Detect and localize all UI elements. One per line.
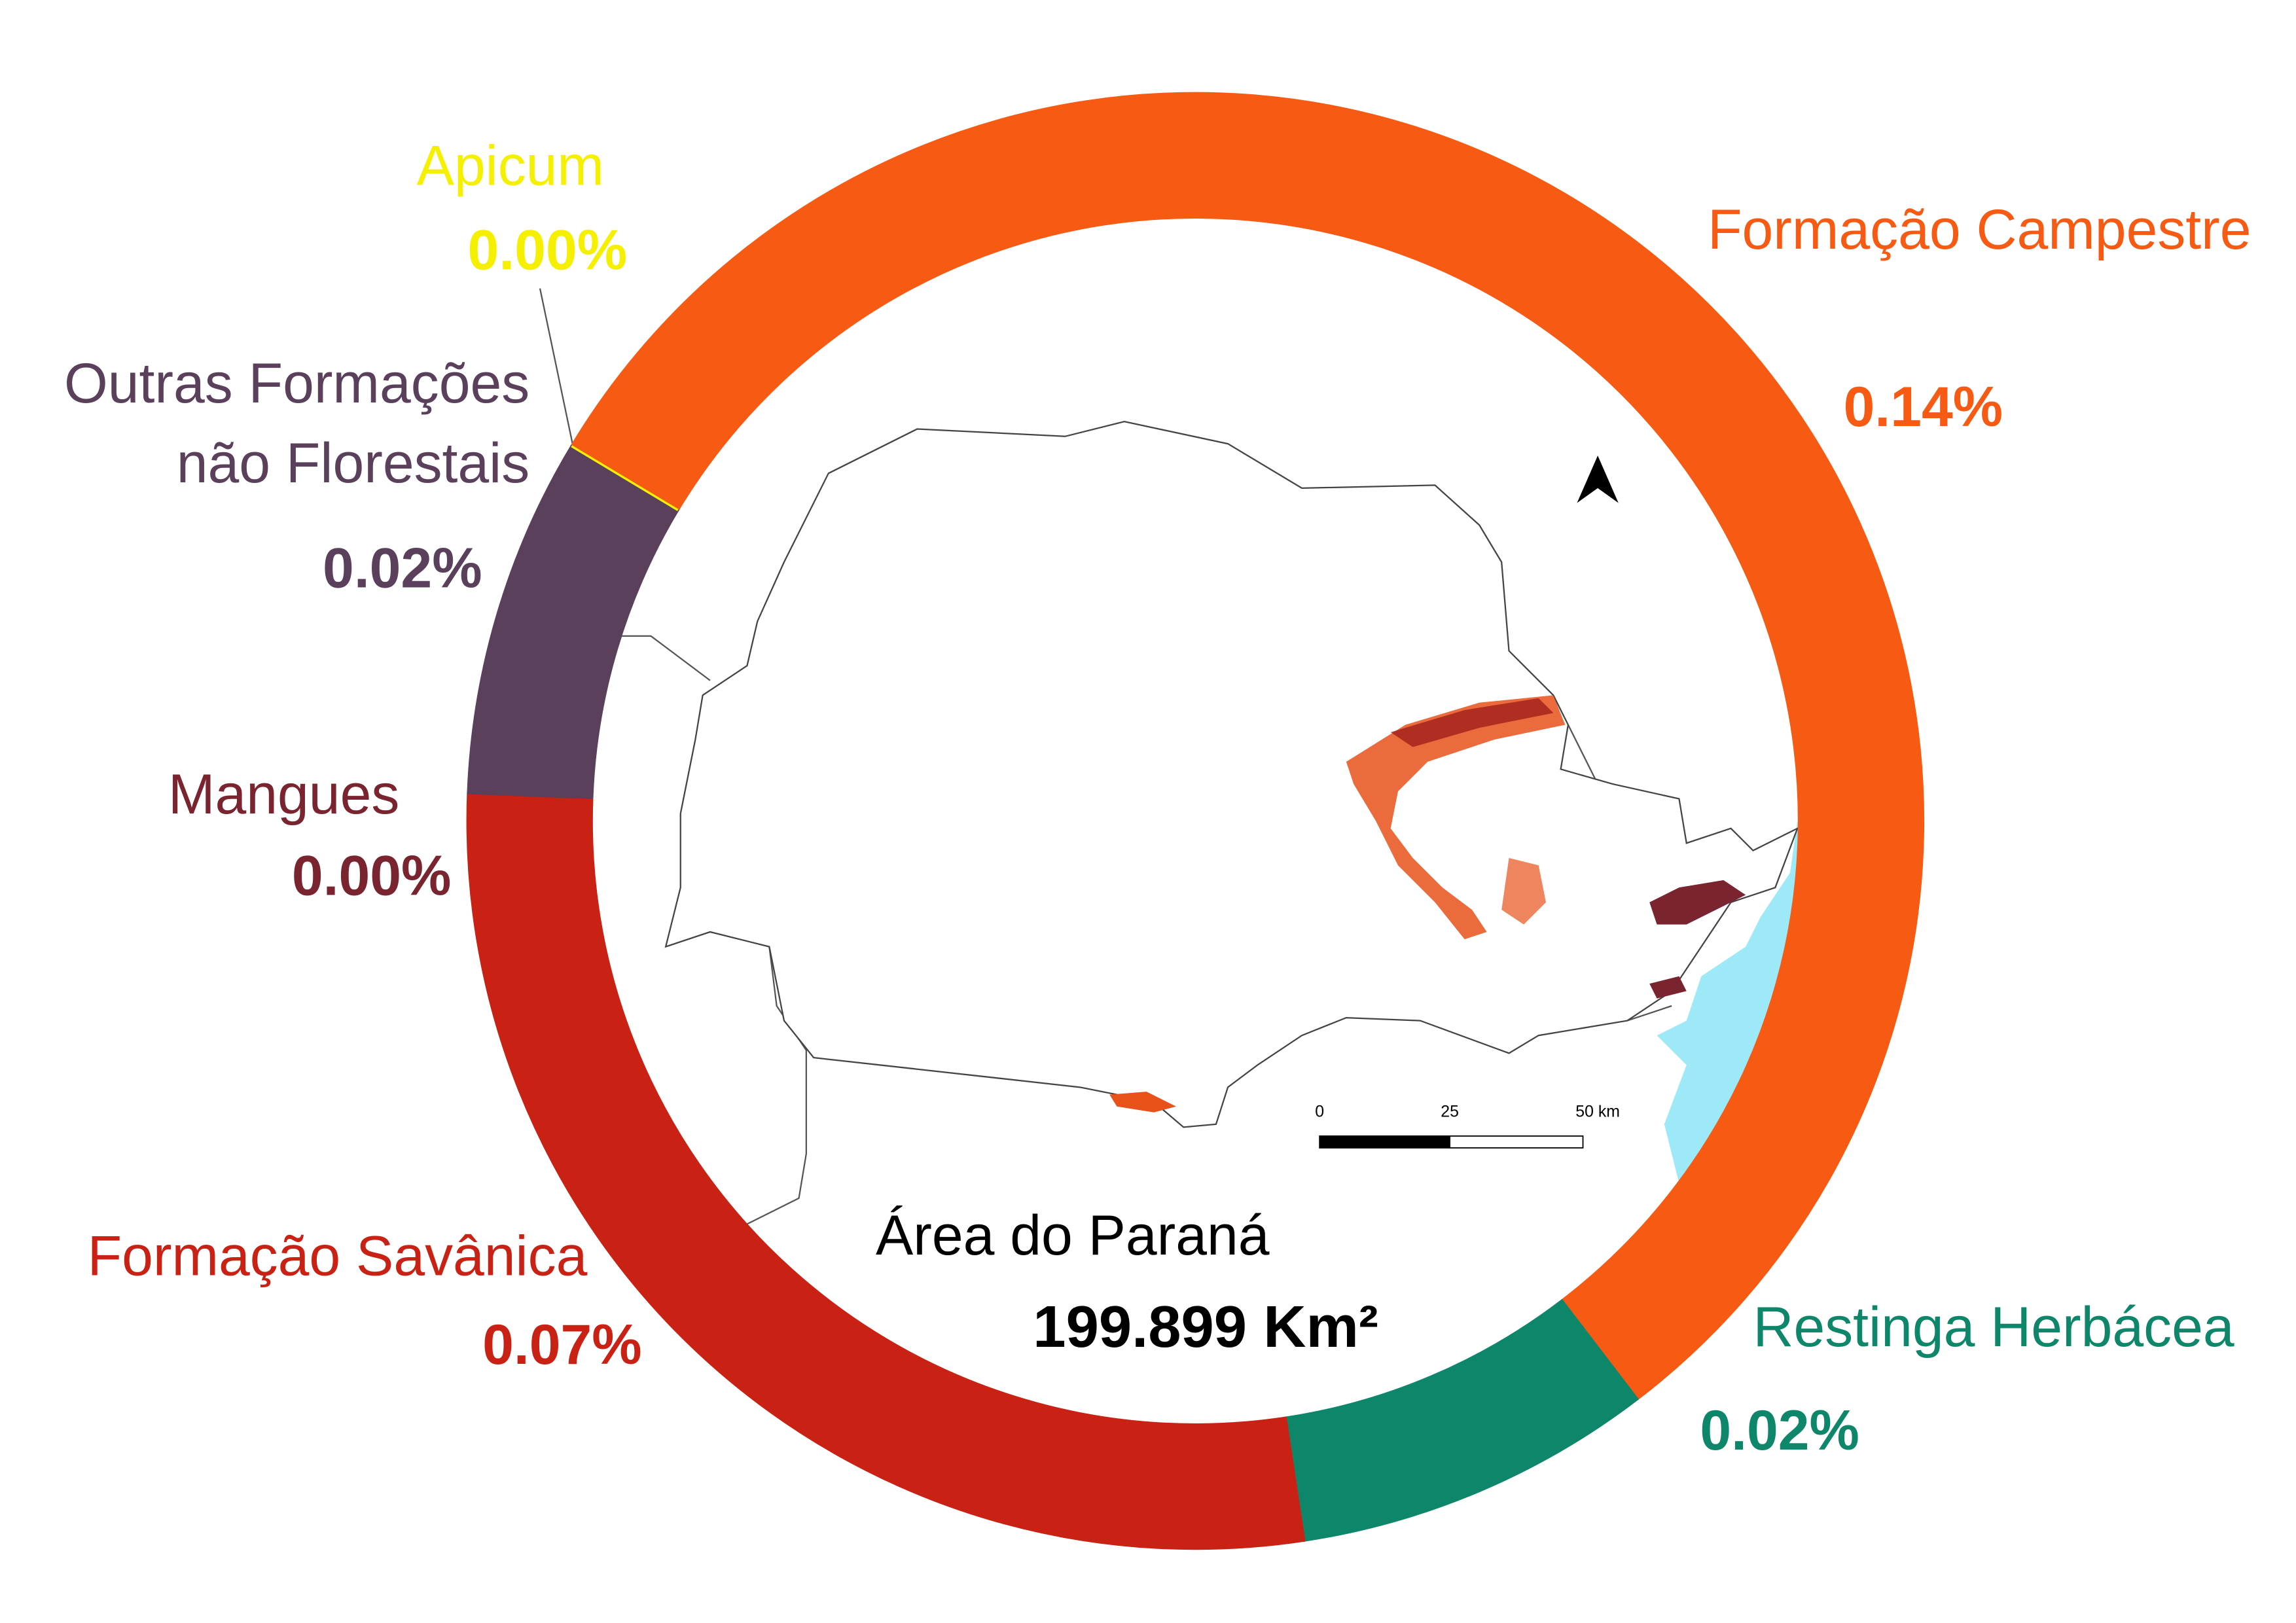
segment-value: 0.07%: [482, 1313, 642, 1376]
donut-segment: [466, 792, 1306, 1550]
scale-bar: 0 25 50 km: [1315, 1102, 1620, 1149]
segment-value: 0.00%: [468, 219, 627, 281]
segment-label: Outras Formações não Florestais: [63, 353, 530, 496]
scale-label: 0: [1315, 1102, 1324, 1120]
map-patches: [1109, 695, 1746, 1113]
donut-segment: [571, 445, 679, 511]
donut-segment: [569, 92, 1925, 1401]
donut: [466, 92, 1925, 1550]
segment-label: Formação Campestre: [1708, 198, 2251, 261]
segment-label: Restinga Herbácea: [1753, 1296, 2234, 1359]
segment-label: Apicum: [417, 135, 604, 198]
scale-label: 50 km: [1575, 1102, 1620, 1120]
scale-label: 25: [1441, 1102, 1459, 1120]
segment-label: Formação Savânica: [88, 1224, 588, 1287]
segment-value: 0.02%: [1700, 1399, 1859, 1462]
north-arrow: [1577, 455, 1619, 503]
center-title: Área do Paraná: [876, 1204, 1270, 1267]
center-value: 199.899 Km²: [1033, 1294, 1378, 1360]
segment-value: 0.02%: [323, 537, 482, 599]
neighbor-borders: [592, 635, 1672, 1229]
map: [592, 421, 1801, 1332]
state-outline: [664, 421, 1799, 1128]
segment-label-box: Outras Formações não Florestais: [63, 353, 530, 496]
segment-value: 0.14%: [1844, 376, 2003, 438]
leader-line: [539, 288, 573, 444]
segment-value: 0.00%: [292, 845, 452, 908]
segment-label: Mangues: [168, 763, 399, 826]
